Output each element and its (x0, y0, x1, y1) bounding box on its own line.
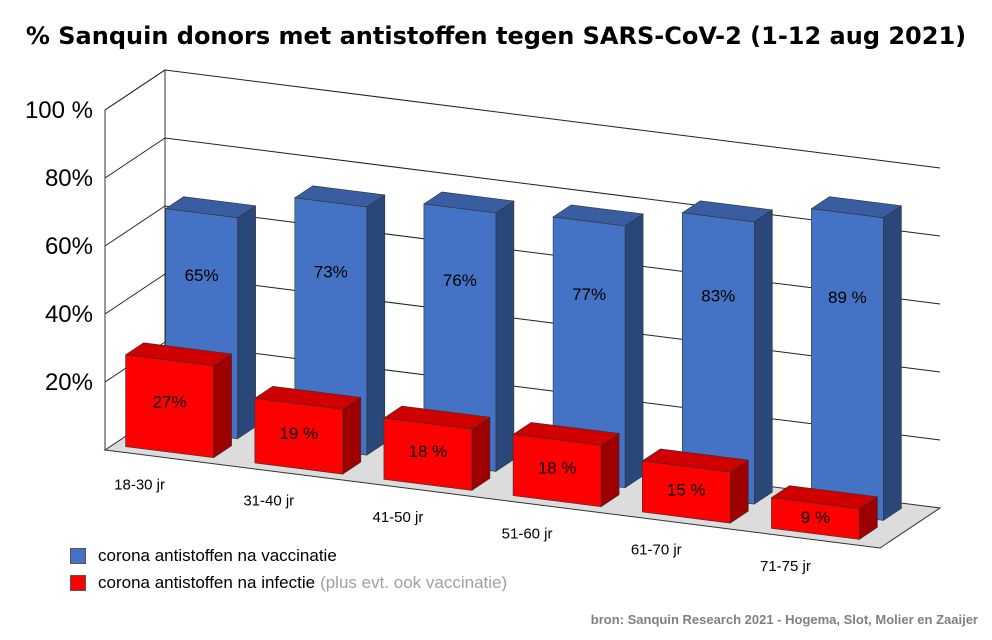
x-axis-ticks: 18-30 jr 31-40 jr 41-50 jr 51-60 jr 61-70 jr… (114, 476, 811, 575)
legend-item-vaccination: corona antistoffen na vaccinatie (70, 542, 507, 569)
bar-infection (770, 485, 879, 540)
bar-vaccination (810, 196, 903, 521)
gridlines (104, 69, 941, 441)
bar-infection (124, 342, 233, 459)
bar-front (771, 497, 860, 540)
bar-side (366, 194, 386, 456)
bars: 65% 73% 76% 77% 83% 89 % 27% 19 % 18 % 18 % 15 % 9 … (124, 185, 903, 540)
bar-front (641, 460, 731, 524)
bar-front (811, 208, 884, 521)
legend-label-infection: corona antistoffen na infectie (98, 572, 316, 592)
data-label-vaccination: 73% (314, 262, 348, 281)
legend-swatch-red (70, 574, 86, 591)
data-label-infection: 9 % (801, 508, 830, 527)
gridline (104, 341, 941, 441)
y-axis-ticks: 20% 40% 60% 80% 100 % (25, 97, 93, 396)
x-tick-label: 18-30 jr (114, 476, 165, 493)
x-tick-label: 41-50 jr (372, 509, 423, 526)
data-label-infection: 19 % (279, 424, 318, 443)
bar-vaccination (423, 191, 515, 472)
bar-side (342, 396, 362, 475)
y-tick-label: 80% (45, 165, 93, 192)
y-tick-label: 60% (45, 233, 93, 260)
bar-side (753, 209, 773, 505)
source-credit: bron: Sanquin Research 2021 - Hogema, Sl… (590, 612, 978, 627)
gridline (104, 137, 941, 237)
bar-side (495, 200, 515, 472)
bar-front (383, 417, 473, 491)
bar-side (237, 205, 256, 440)
y-tick-label: 100 % (25, 97, 93, 124)
data-label-vaccination: 65% (185, 266, 219, 285)
bar-infection (512, 422, 620, 508)
bar-front (125, 354, 214, 459)
bar-infection (253, 385, 362, 475)
chart-title: % Sanquin donors met antistoffen tegen S… (25, 22, 967, 50)
bar-infection (641, 448, 750, 524)
bar-side (471, 416, 491, 491)
x-tick-label: 31-40 jr (243, 493, 294, 510)
legend-label-vaccination: corona antistoffen na vaccinatie (98, 545, 337, 565)
bar-vaccination (293, 185, 386, 456)
x-tick-label: 61-70 jr (631, 542, 682, 559)
legend-note-infection: (plus evt. ook vaccinatie) (320, 572, 508, 592)
data-label-infection: 27% (153, 393, 187, 412)
data-label-vaccination: 77% (572, 285, 606, 304)
bar-side (213, 353, 232, 459)
bar-side (624, 213, 644, 489)
data-label-vaccination: 83% (701, 287, 735, 306)
legend: corona antistoffen na vaccinatie corona … (70, 542, 507, 596)
y-tick-label: 40% (45, 301, 93, 328)
x-tick-label: 51-60 jr (502, 525, 553, 542)
legend-swatch-blue (70, 547, 86, 564)
bar-infection (383, 405, 491, 491)
gridline (104, 205, 941, 305)
bar-vaccination (552, 204, 644, 489)
data-label-infection: 18 % (409, 442, 448, 461)
gridline (104, 69, 941, 169)
data-label-infection: 18 % (538, 459, 577, 478)
bar-front (512, 434, 602, 508)
x-tick-label: 71-75 jr (760, 558, 811, 575)
y-tick-label: 20% (45, 369, 93, 396)
gridline (104, 273, 941, 373)
legend-item-infection: corona antistoffen na infectie (plus evt… (70, 569, 507, 596)
data-label-vaccination: 89 % (828, 288, 867, 307)
bar-side (883, 205, 902, 521)
data-label-vaccination: 76% (443, 271, 477, 290)
bar-side (600, 432, 620, 508)
data-label-infection: 15 % (667, 480, 706, 499)
bar-front (254, 397, 344, 475)
